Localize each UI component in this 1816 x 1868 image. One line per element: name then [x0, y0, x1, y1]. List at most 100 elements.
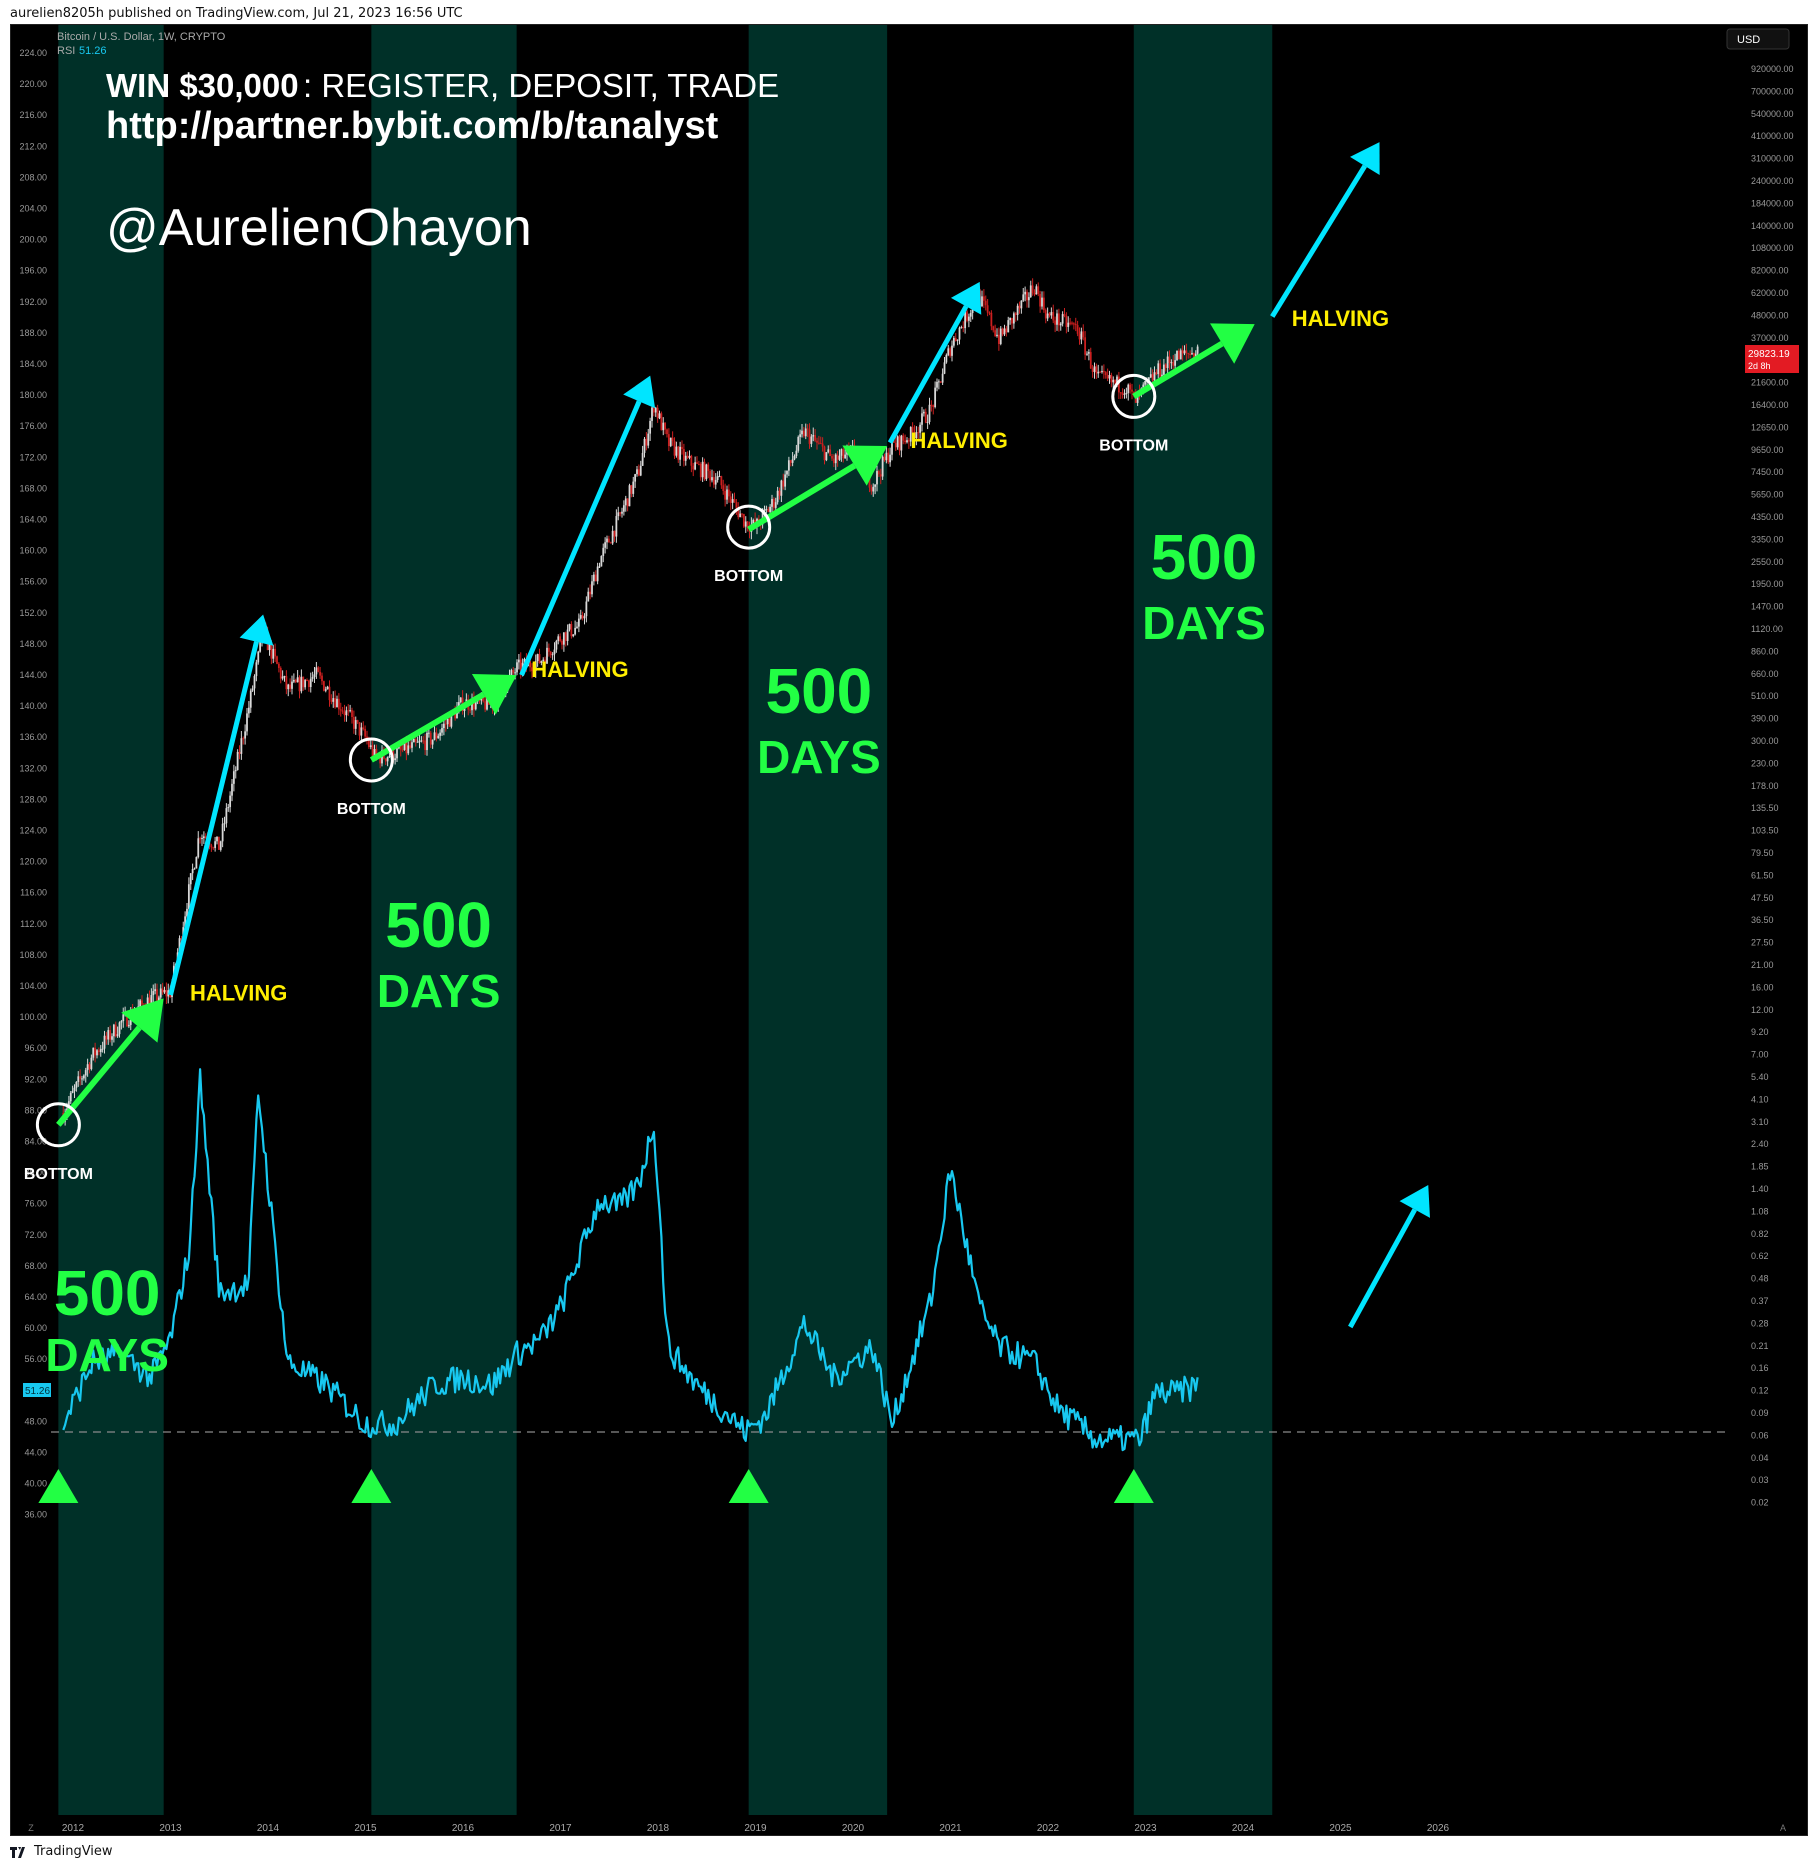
price-candle [341, 710, 344, 712]
price-candle [739, 513, 742, 518]
price-candle [516, 662, 518, 673]
chart-panel[interactable]: 224.00 220.00 216.00 212.00 208.00 204.00 200.… [10, 24, 1808, 1836]
price-candle [1153, 372, 1156, 381]
price-candle [1046, 313, 1049, 319]
time-axis-tick-label: 2022 [1037, 1823, 1060, 1834]
currency-badge[interactable]: USD [1737, 34, 1760, 46]
price-candle [570, 624, 573, 637]
right-axis-tick-label: 62000.00 [1751, 288, 1789, 298]
axis-auto-button[interactable]: A [1780, 1823, 1786, 1833]
left-axis-tick-label: 124.00 [19, 826, 47, 836]
price-candle [988, 312, 991, 314]
left-axis-tick-label: 192.00 [19, 297, 47, 307]
price-candle [596, 566, 599, 582]
price-candle [251, 688, 254, 691]
price-candle [457, 702, 460, 708]
right-axis-tick-label: 37000.00 [1751, 333, 1789, 343]
price-candle [1117, 376, 1120, 393]
price-candle [832, 458, 835, 464]
time-axis[interactable]: 2012 2013 2014 2015 2016 2017 2018 2019 2020 2021… [28, 1823, 1786, 1834]
price-candle [1056, 313, 1058, 325]
right-axis-tick-label: 16400.00 [1751, 400, 1789, 410]
right-axis-tick-label: 140000.00 [1751, 221, 1794, 231]
price-candle [347, 710, 350, 712]
right-axis-tick-label: 47.50 [1751, 893, 1774, 903]
price-candle [326, 686, 329, 690]
price-candle [311, 677, 314, 679]
axis-zoom-button[interactable]: Z [28, 1823, 34, 1833]
price-candle [82, 1075, 85, 1079]
footer-brand[interactable]: TradingView [34, 1844, 113, 1859]
author-handle: @AurelienOhayon [106, 199, 532, 257]
bull-arrow-4 [1270, 142, 1380, 318]
accum-arrow-4-shaft [1132, 341, 1224, 399]
price-candle [332, 698, 335, 702]
tradingview-logo-icon[interactable] [10, 1846, 28, 1858]
rsi-legend-label[interactable]: RSI [57, 45, 75, 57]
price-candle [231, 783, 233, 796]
price-candle [1067, 322, 1070, 327]
price-candle [817, 442, 820, 444]
price-candle [392, 748, 395, 761]
price-candle [418, 740, 421, 742]
price-candle [201, 838, 203, 840]
price-candle [178, 938, 181, 953]
price-candle [1155, 372, 1158, 375]
price-candle [909, 427, 912, 442]
price-candle [1172, 362, 1175, 366]
price-candle [1099, 371, 1102, 373]
right-axis-tick-label: 7450.00 [1751, 467, 1784, 477]
price-candle [403, 742, 406, 750]
chart-canvas[interactable]: 224.00 220.00 216.00 212.00 208.00 204.00 200.… [11, 25, 1808, 1836]
price-candle [559, 636, 562, 641]
price-candle [309, 678, 312, 687]
price-candle [906, 440, 908, 443]
time-axis-tick-label: 2019 [744, 1823, 767, 1834]
left-axis-tick-label: 72.00 [24, 1230, 47, 1240]
price-candle [716, 476, 719, 481]
price-candle [274, 648, 277, 657]
price-candle [694, 462, 697, 470]
price-candle [652, 407, 655, 413]
right-price-axis[interactable]: 920000.00 700000.00 540000.00 410000.00 3100… [1751, 64, 1794, 1508]
bottom-label-4: BOTTOM [1099, 437, 1168, 454]
price-candle [741, 513, 743, 515]
price-candle [1176, 350, 1178, 361]
price-candle [784, 474, 787, 487]
price-candle [915, 432, 918, 438]
price-candle [1059, 323, 1062, 326]
price-candle [789, 460, 792, 463]
price-candle [150, 995, 153, 1007]
left-price-axis[interactable]: 224.00 220.00 216.00 212.00 208.00 204.00 200.… [19, 48, 47, 1520]
price-candle [1074, 323, 1077, 326]
accum-arrow-3 [747, 445, 888, 532]
price-candle [707, 464, 710, 471]
price-candle [579, 615, 582, 619]
left-axis-tick-label: 80.00 [24, 1168, 47, 1178]
price-candle [375, 749, 378, 757]
price-candle [300, 676, 303, 692]
price-candle [1170, 362, 1173, 364]
price-badge: 29823.19 [1748, 349, 1790, 360]
price-candle [941, 373, 944, 383]
price-candle [234, 769, 237, 772]
price-candle [216, 836, 218, 842]
price-candle [1142, 384, 1145, 389]
price-candle [1082, 331, 1085, 338]
price-candle [1147, 377, 1150, 381]
price-candle [1194, 353, 1197, 358]
right-axis-tick-label: 21600.00 [1751, 378, 1789, 388]
promo-link[interactable]: http://partner.bybit.com/b/tanalyst [106, 105, 719, 147]
price-candle [735, 502, 738, 508]
price-candle [574, 627, 577, 635]
price-candle [594, 574, 597, 582]
price-candle [223, 823, 226, 825]
price-candle [163, 989, 166, 993]
price-candle [667, 434, 670, 447]
price-candle [287, 684, 290, 690]
price-candle [459, 697, 462, 703]
right-axis-tick-label: 12650.00 [1751, 422, 1789, 432]
price-candle [1076, 325, 1079, 334]
symbol-title[interactable]: Bitcoin / U.S. Dollar, 1W, CRYPTO [57, 31, 226, 43]
price-candle [722, 485, 725, 492]
